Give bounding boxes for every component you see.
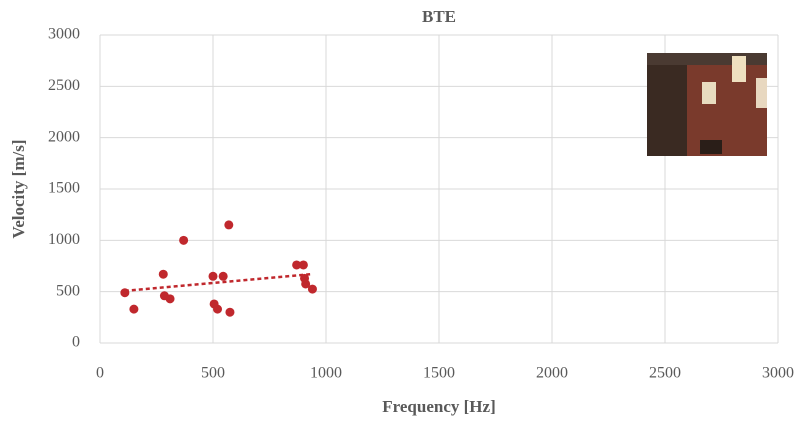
y-axis-title: Velocity [m/s] [9, 140, 28, 239]
data-point [129, 304, 139, 314]
y-tick-label: 1000 [48, 231, 80, 248]
x-tick-label: 3000 [762, 365, 794, 382]
y-tick-label: 0 [72, 334, 80, 351]
trendline [124, 272, 313, 293]
photo-table [700, 140, 722, 154]
photo-ceiling [647, 53, 767, 65]
data-point [165, 294, 175, 304]
photo-shadow [647, 53, 687, 156]
data-point [225, 307, 235, 317]
x-tick-label: 2000 [536, 365, 568, 382]
data-point [213, 304, 223, 314]
inset-photo [647, 53, 767, 156]
y-tick-label: 1500 [48, 180, 80, 197]
data-point [158, 269, 168, 279]
x-tick-label: 0 [96, 365, 104, 382]
x-tick-label: 2500 [649, 365, 681, 382]
y-tick-label: 2500 [48, 77, 80, 94]
data-point [224, 220, 234, 230]
data-point [301, 279, 311, 289]
y-tick-label: 3000 [48, 26, 80, 43]
data-point [120, 288, 130, 298]
data-point [179, 235, 189, 245]
photo-poster [702, 82, 716, 104]
data-point [307, 284, 317, 294]
x-tick-label: 1000 [310, 365, 342, 382]
chart-title: BTE [422, 7, 456, 26]
data-point [208, 271, 218, 281]
x-tick-label: 500 [201, 365, 225, 382]
photo-poster [732, 56, 746, 82]
data-point [218, 271, 228, 281]
data-point [298, 260, 308, 270]
data-point [292, 260, 302, 270]
y-tick-label: 500 [56, 282, 80, 299]
x-tick-label: 1500 [423, 365, 455, 382]
photo-poster [756, 78, 767, 108]
y-tick-label: 2000 [48, 128, 80, 145]
x-axis-title: Frequency [Hz] [382, 397, 495, 416]
